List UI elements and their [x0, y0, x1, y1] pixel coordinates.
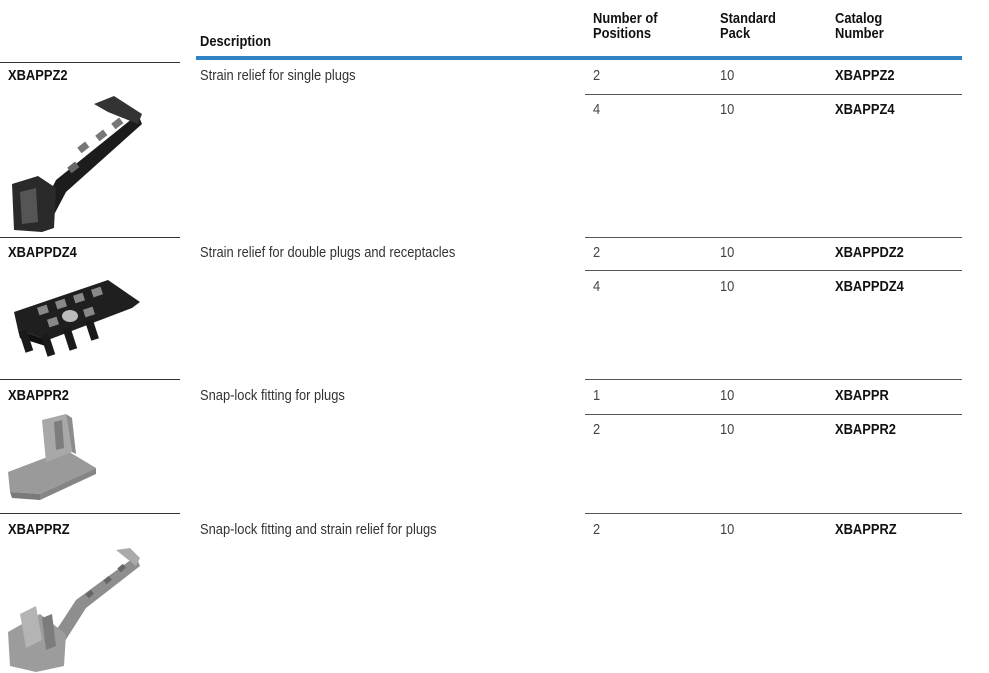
snap-lock-strain-relief-image [8, 548, 140, 672]
row-divider [585, 94, 962, 95]
header-positions-line2: Positions [593, 25, 652, 42]
row-divider [585, 414, 962, 415]
pack-cell: 10 [720, 278, 735, 295]
positions-cell: 2 [593, 421, 601, 438]
label-rule [0, 237, 180, 238]
product-description: Strain relief for single plugs [200, 67, 356, 84]
catalog-number-cell: XBAPPR2 [835, 421, 896, 438]
catalog-number-cell: XBAPPRZ [835, 521, 897, 538]
product-description: Snap-lock fitting for plugs [200, 387, 345, 404]
pack-cell: 10 [720, 67, 735, 84]
label-rule [0, 513, 180, 514]
product-label: XBAPPDZ4 [8, 244, 77, 261]
row-divider [585, 270, 962, 271]
header-catalog-line2: Number [835, 25, 884, 42]
positions-cell: 4 [593, 101, 601, 118]
header-positions-line1: Number of [593, 10, 658, 27]
snap-lock-fitting-image [8, 414, 96, 500]
header-accent-rule [196, 56, 962, 60]
label-rule [0, 62, 180, 63]
positions-cell: 4 [593, 278, 601, 295]
pack-cell: 10 [720, 387, 735, 404]
row-divider [585, 237, 962, 238]
pack-cell: 10 [720, 244, 735, 261]
catalog-number-cell: XBAPPDZ2 [835, 244, 904, 261]
header-catalog-line1: Catalog [835, 10, 883, 27]
product-description: Strain relief for double plugs and recep… [200, 244, 456, 261]
header-pack-line2: Pack [720, 25, 751, 42]
product-description: Snap-lock fitting and strain relief for … [200, 521, 437, 538]
product-label: XBAPPRZ [8, 521, 70, 538]
header-description: Description [200, 33, 271, 50]
pack-cell: 10 [720, 421, 735, 438]
pack-cell: 10 [720, 521, 735, 538]
strain-relief-double-image [14, 280, 140, 357]
catalog-number-cell: XBAPPZ4 [835, 101, 895, 118]
product-label: XBAPPZ2 [8, 67, 68, 84]
label-rule [0, 379, 180, 380]
positions-cell: 1 [593, 387, 601, 404]
header-catalog: Catalog Number [835, 11, 884, 41]
catalog-number-cell: XBAPPDZ4 [835, 278, 904, 295]
pack-cell: 10 [720, 101, 735, 118]
strain-relief-single-image [12, 96, 142, 232]
header-pack-line1: Standard [720, 10, 776, 27]
catalog-number-cell: XBAPPZ2 [835, 67, 895, 84]
positions-cell: 2 [593, 521, 601, 538]
product-label: XBAPPR2 [8, 387, 69, 404]
row-divider [585, 379, 962, 380]
positions-cell: 2 [593, 244, 601, 261]
positions-cell: 2 [593, 67, 601, 84]
header-positions: Number of Positions [593, 11, 658, 41]
header-pack: Standard Pack [720, 11, 776, 41]
catalog-number-cell: XBAPPR [835, 387, 889, 404]
row-divider [585, 513, 962, 514]
